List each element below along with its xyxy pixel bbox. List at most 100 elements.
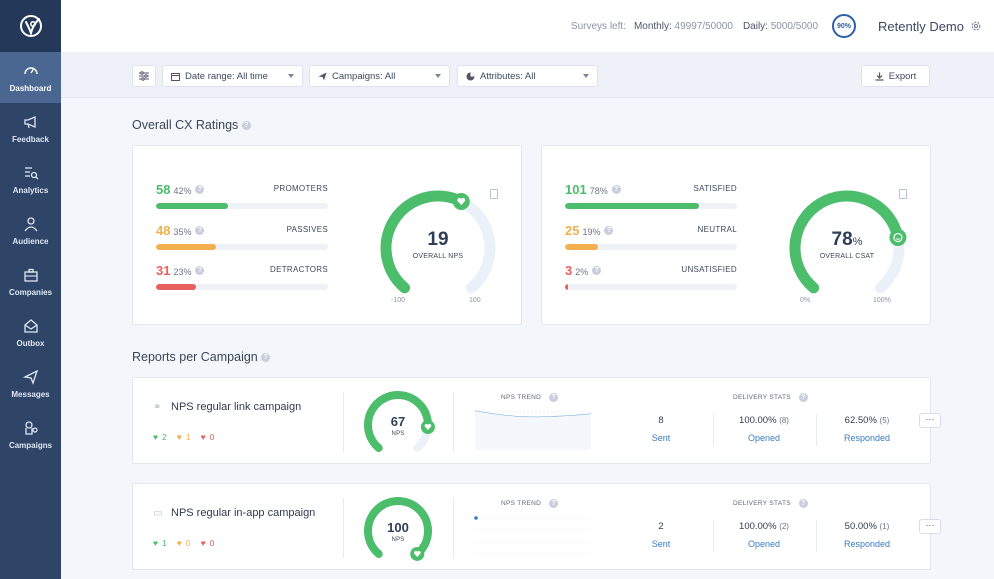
stat-sent: 2 Sent <box>611 521 711 549</box>
person-icon <box>23 216 38 231</box>
heart-marker-icon <box>410 546 425 561</box>
calculator-icon[interactable] <box>490 189 498 199</box>
campaign-card[interactable]: ▭ NPS regular in-app campaign ♥ 1 ♥ 0 ♥ 0 100 NPS… <box>132 483 941 570</box>
stat-opened-count: (2) <box>779 522 789 531</box>
account-name[interactable]: Retently Demo <box>878 18 964 34</box>
help-icon[interactable]: ? <box>241 121 251 131</box>
help-icon[interactable]: ? <box>261 353 271 363</box>
campaign-name: NPS regular link campaign <box>171 401 302 413</box>
date-range-dropdown[interactable]: Date range: All time <box>162 65 303 87</box>
sidebar-item-label: Outbox <box>16 338 45 348</box>
stat-value: 100.00% (8) <box>714 415 814 426</box>
help-icon[interactable]: ? <box>798 499 808 508</box>
paper-plane-icon <box>22 369 38 385</box>
help-icon[interactable]: ? <box>549 499 559 508</box>
stat-responded-link[interactable]: Responded <box>843 539 891 549</box>
monthly-value: 49997/50000 <box>674 20 733 32</box>
help-icon[interactable]: ? <box>611 185 621 195</box>
campaign-title[interactable]: ⚭ NPS regular link campaign <box>153 401 301 413</box>
promoters-count: ♥ 1 <box>153 538 167 548</box>
stat-opened-value: 100.00% <box>739 521 777 532</box>
delivery-stats-title-text: DELIVERY STATS <box>733 500 791 508</box>
campaign-nps-score: 100 <box>387 520 409 535</box>
stat-responded: 62.50% (5) Responded <box>817 415 917 443</box>
rating-row-satisfied: 101 78%? SATISFIED <box>565 181 737 209</box>
sidebar-item-messages[interactable]: Messages <box>0 358 61 409</box>
sidebar-item-outbox[interactable]: Outbox <box>0 307 61 358</box>
rating-bar-fill <box>156 203 229 209</box>
rating-bar <box>156 203 328 209</box>
sidebar-item-companies[interactable]: Companies <box>0 256 61 307</box>
megaphone-icon <box>23 115 36 128</box>
logo-icon <box>19 15 42 37</box>
rating-bar-fill <box>565 244 598 250</box>
stat-sent-link[interactable]: Sent <box>651 433 671 443</box>
rating-row-neutral: 25 19%? NEUTRAL <box>565 222 737 250</box>
delivery-stats-title-text: DELIVERY STATS <box>733 394 791 402</box>
rating-name: PROMOTERS <box>273 184 328 193</box>
help-icon[interactable]: ? <box>195 226 205 236</box>
nps-label: OVERALL NPS <box>412 253 464 260</box>
filter-settings-button[interactable] <box>132 65 156 87</box>
daily-label: Daily: <box>742 20 768 32</box>
help-icon[interactable]: ? <box>195 266 205 276</box>
csat-min: 0% <box>800 297 811 304</box>
nps-trend-title: NPS TREND? <box>501 499 559 508</box>
rating-bar-fill <box>565 203 700 209</box>
smiley-marker-icon <box>889 229 907 247</box>
stat-value: 100.00% (2) <box>714 521 814 532</box>
export-button[interactable]: Export <box>861 65 930 87</box>
divider <box>453 498 454 558</box>
sidebar-item-label: Feedback <box>12 134 49 144</box>
sidebar-item-dashboard[interactable]: Dashboard <box>0 52 61 103</box>
help-icon[interactable]: ? <box>798 393 808 402</box>
campaigns-dropdown[interactable]: Campaigns: All <box>309 65 450 87</box>
rating-name: PASSIVES <box>286 225 328 234</box>
heart-icon: ♥ <box>200 432 206 442</box>
campaign-nps-gauge <box>364 497 432 561</box>
help-icon[interactable]: ? <box>549 393 559 402</box>
sidebar-item-label: Audience <box>12 236 49 246</box>
more-options-button[interactable]: ··· <box>919 519 941 534</box>
csat-score: 78% <box>812 229 882 251</box>
divider <box>343 392 344 452</box>
passives-count: ♥ 0 <box>177 538 191 548</box>
rating-bar <box>156 244 328 250</box>
rating-row-unsatisfied: 3 2%? UNSATISFIED <box>565 262 737 290</box>
more-options-button[interactable]: ··· <box>919 413 941 428</box>
stat-responded-link[interactable]: Responded <box>843 433 891 443</box>
sidebar-item-audience[interactable]: Audience <box>0 205 61 256</box>
rating-percent: 42% <box>173 186 192 196</box>
campaign-nps-gauge <box>364 391 435 452</box>
date-range-label: Date range: All time <box>185 70 268 82</box>
usage-badge[interactable]: 90% <box>832 14 857 38</box>
rating-count: 3 <box>565 263 573 278</box>
help-icon[interactable]: ? <box>604 226 614 236</box>
reports-title-text: Reports per Campaign <box>132 350 258 364</box>
campaign-card[interactable]: ⚭ NPS regular link campaign ♥ 2 ♥ 1 ♥ 0 67 NPS NPS… <box>132 377 941 464</box>
sidebar-item-campaigns[interactable]: Campaigns <box>0 409 61 460</box>
stat-opened-link[interactable]: Opened <box>747 539 781 549</box>
sidebar-item-feedback[interactable]: Feedback <box>0 103 61 154</box>
stat-sent-link[interactable]: Sent <box>651 539 671 549</box>
campaigns-label: Campaigns: All <box>332 70 396 82</box>
help-icon[interactable]: ? <box>592 266 602 276</box>
stat-opened-link[interactable]: Opened <box>747 433 781 443</box>
heart-icon: ♥ <box>200 538 206 548</box>
divider <box>343 498 344 558</box>
gear-icon[interactable] <box>970 20 982 32</box>
chevron-down-icon <box>583 74 589 78</box>
campaign-title[interactable]: ▭ NPS regular in-app campaign <box>153 507 315 519</box>
gauge-icon <box>23 66 38 74</box>
retently-logo[interactable] <box>0 0 61 52</box>
calculator-icon[interactable] <box>899 189 907 199</box>
sidebar-item-analytics[interactable]: Analytics <box>0 154 61 205</box>
stat-responded: 50.00% (1) Responded <box>817 521 917 549</box>
paper-plane-icon <box>318 72 327 80</box>
campaign-reactions: ♥ 1 ♥ 0 ♥ 0 <box>153 538 224 548</box>
pie-icon <box>466 72 475 80</box>
attributes-dropdown[interactable]: Attributes: All <box>457 65 598 87</box>
help-icon[interactable]: ? <box>195 185 205 195</box>
sidebar: Dashboard Feedback Analytics Audience Co… <box>0 0 61 579</box>
rating-percent: 78% <box>589 186 608 196</box>
